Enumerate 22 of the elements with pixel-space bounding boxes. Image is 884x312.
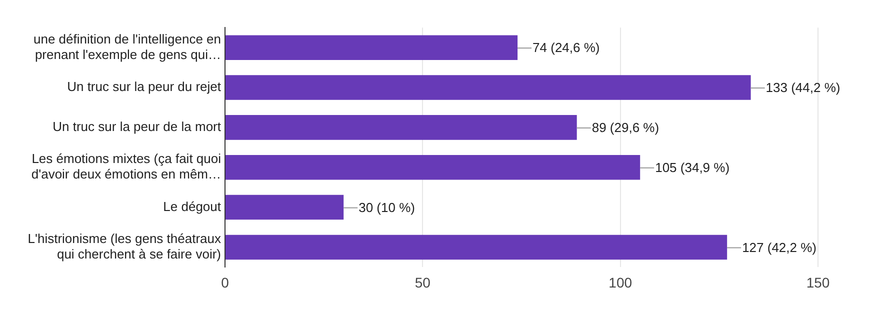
bar [226,154,640,180]
y-tick-label: L'histrionisme (les gens théatraux qui cherchent à se faire voir) [28,231,222,262]
bar [226,194,344,220]
bar [226,234,728,260]
bar [226,75,751,100]
y-tick-label: une définition de l'intelligence en prenant l'exemple de gens qui… [33,31,221,62]
data-label: 133 (44,2 %) [766,80,840,96]
bar [226,115,577,140]
x-tick-label: 0 [221,274,230,290]
y-tick-label: Le dégout [163,198,222,214]
data-label: 30 (10 %) [358,200,415,215]
bar [226,35,518,60]
data-label: 89 (29,6 %) [592,120,660,136]
data-label: 74 (24,6 %) [532,40,600,56]
y-tick-label: Un truc sur la peur du rejet [67,79,222,94]
x-tick-label: 150 [806,274,830,290]
y-tick-label: Les émotions mixtes (ça fait quoi d'avoir deux émotions en mêm… [31,151,222,182]
x-tick-label: 100 [608,274,632,290]
data-label: 127 (42,2 %) [742,240,817,255]
y-tick-label: Un truc sur la peur de la mort [52,119,222,134]
data-label: 105 (34,9 %) [655,160,730,175]
x-tick-label: 50 [414,274,431,290]
